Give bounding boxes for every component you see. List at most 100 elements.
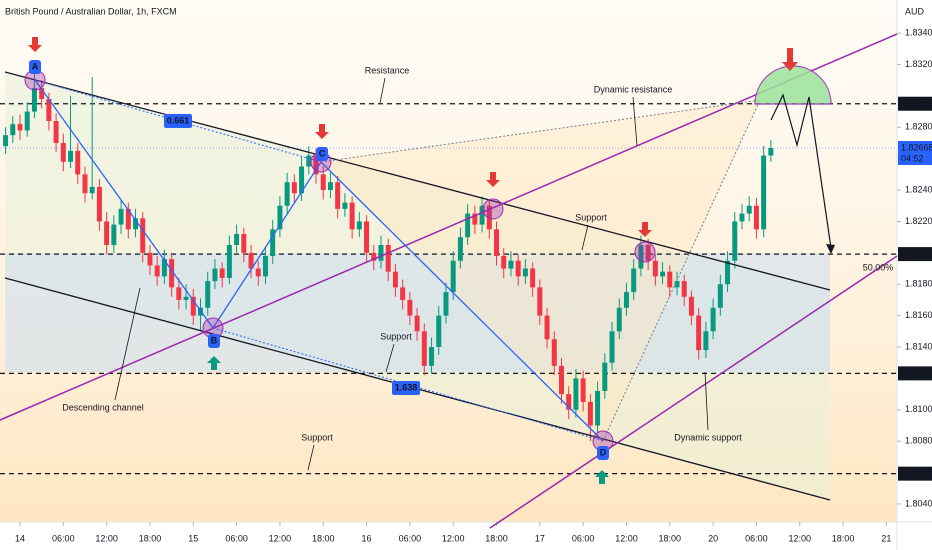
fib-label: 50.00% <box>863 262 894 272</box>
candle-body <box>154 265 160 277</box>
candle-body <box>147 252 153 266</box>
x-tick-label: 20 <box>708 533 718 543</box>
candle-body <box>176 287 182 300</box>
x-tick-label: 06:00 <box>399 533 422 543</box>
pointer <box>385 343 395 373</box>
y-tick-label: 1.81800 <box>905 279 932 289</box>
candle-body <box>53 121 59 143</box>
candle-body <box>508 260 514 269</box>
candle-body <box>111 224 117 245</box>
candle-body <box>183 296 189 300</box>
candle-body <box>140 218 146 253</box>
point-label: A <box>32 61 39 71</box>
candle-body <box>429 347 435 366</box>
point-badge <box>316 147 328 161</box>
price-tag <box>898 96 932 111</box>
pivot-circle <box>634 241 656 263</box>
candle-body <box>515 260 521 277</box>
candle-body <box>190 296 196 316</box>
candle-body <box>226 244 232 278</box>
candle-body <box>421 331 427 366</box>
top-dome <box>754 65 832 105</box>
candle-body <box>60 142 66 162</box>
candle-body <box>291 182 297 194</box>
candle-body <box>356 221 362 230</box>
candle-body <box>623 292 629 308</box>
candle-body <box>299 166 305 194</box>
candle-body <box>320 174 326 191</box>
price-tag-label: 1.81232 <box>901 368 932 378</box>
ratio-badge <box>164 114 192 128</box>
candle-body <box>544 315 550 340</box>
candle-body <box>68 150 74 162</box>
candle-body <box>392 271 398 288</box>
candle-body <box>739 213 745 222</box>
countdown-label: 04:52 <box>901 153 924 163</box>
candle-body <box>313 155 319 175</box>
annotation: Support <box>380 331 412 341</box>
point-badge <box>597 446 609 460</box>
candle-body <box>696 315 702 351</box>
y-tick-label: 1.81600 <box>905 310 932 320</box>
candle-body <box>688 296 694 316</box>
candle-body <box>327 182 333 191</box>
candle-body <box>284 182 290 206</box>
candle-body <box>10 124 16 136</box>
down-arrow <box>782 48 798 71</box>
candle-body <box>241 234 247 253</box>
candle-body <box>652 260 658 277</box>
x-tick-label: 18:00 <box>832 533 855 543</box>
ratio-badge <box>392 381 420 395</box>
candle-body <box>89 186 95 194</box>
candle-body <box>450 260 456 293</box>
annotation: Descending channel <box>62 402 144 412</box>
candle-body <box>212 268 218 282</box>
candle-body <box>118 208 124 225</box>
candle-body <box>472 213 478 225</box>
chart-title: British Pound / Australian Dollar, 1h, F… <box>5 6 177 16</box>
down-arrow <box>638 222 652 237</box>
x-tick-label: 06:00 <box>572 533 595 543</box>
y-tick-label: 1.82400 <box>905 184 932 194</box>
candle-body <box>371 252 377 261</box>
candle-body <box>414 315 420 332</box>
candle-body <box>17 124 23 131</box>
candle-body <box>349 202 355 230</box>
candle-body <box>342 202 348 209</box>
candle-body <box>753 205 759 230</box>
x-tick-label: 16 <box>362 533 372 543</box>
candle-body <box>537 287 543 316</box>
candle-body <box>161 259 167 277</box>
candle-body <box>133 218 139 230</box>
candle-body <box>681 281 687 297</box>
candle-body <box>39 88 45 100</box>
point-label: C <box>319 148 326 158</box>
candle-body <box>768 147 774 156</box>
candle-body <box>660 271 666 277</box>
dynamic-support-line <box>489 255 898 529</box>
ratio-label: 0.661 <box>167 115 190 125</box>
candle-body <box>609 331 615 363</box>
candle-body <box>248 252 254 269</box>
candle-body <box>31 88 37 112</box>
down-arrow <box>28 37 42 52</box>
candle-body <box>465 213 471 238</box>
candle-body <box>234 234 240 245</box>
candle-body <box>262 255 268 277</box>
candle-body <box>725 260 731 285</box>
candle-body <box>335 182 341 209</box>
candle-body <box>46 99 52 122</box>
y-tick-label: 1.83400 <box>905 27 932 37</box>
candle-body <box>566 394 572 410</box>
price-tag-label: 1.82950 <box>901 98 932 108</box>
harmonic-pattern <box>34 79 604 442</box>
candle-body <box>306 155 312 167</box>
candle-body <box>674 281 680 288</box>
x-tick-label: 12:00 <box>95 533 118 543</box>
y-tick-label: 1.80400 <box>905 498 932 508</box>
last-price-label: 1.82668 <box>901 142 932 152</box>
candle-body <box>558 365 564 395</box>
x-tick-label: 14 <box>15 533 25 543</box>
candle-body <box>595 390 601 426</box>
